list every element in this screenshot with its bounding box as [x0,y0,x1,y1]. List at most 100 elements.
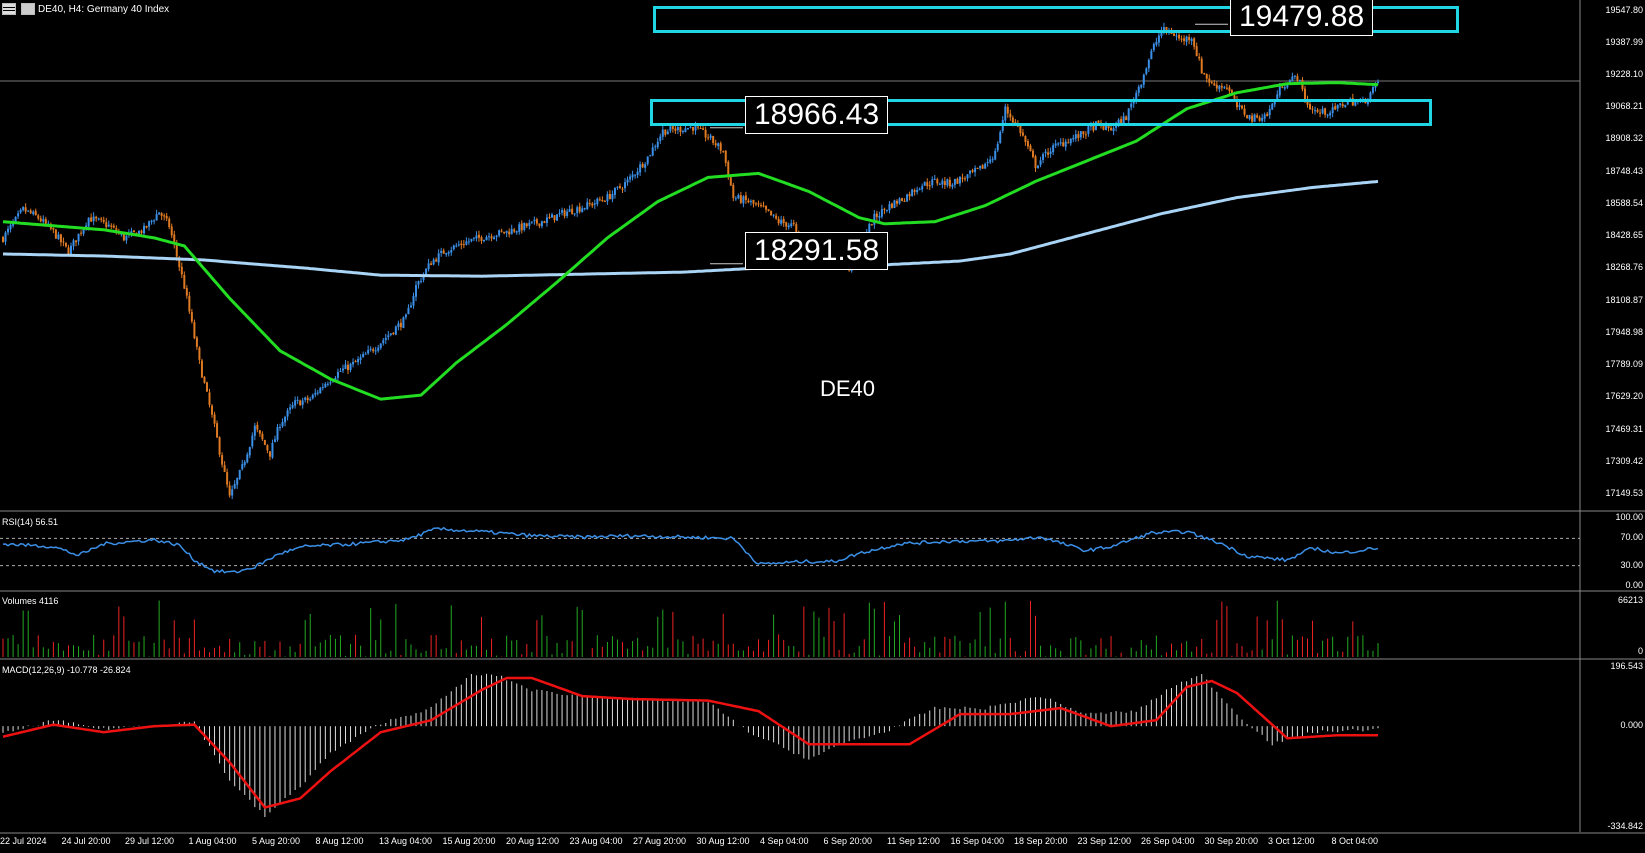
candle [158,212,161,215]
candle [795,224,798,232]
candle [659,136,662,141]
price-axis-tick: 19547.80 [1605,4,1643,15]
candle [966,174,969,179]
candle [1152,44,1155,51]
candle [1052,145,1055,153]
candle [495,235,498,237]
candle [1329,112,1332,116]
macd-panel-title: MACD(12,26,9) -10.778 -26.824 [2,665,131,675]
candle [389,333,392,336]
volume-axis-tick: 66213 [1617,595,1643,605]
price-axis-tick: 18748.43 [1605,165,1643,176]
candle [1271,103,1274,110]
candle [875,213,878,218]
candle [1064,141,1067,147]
candle [455,245,458,247]
candle [533,219,536,222]
candle [14,216,17,222]
candle [757,203,760,205]
macd-axis-tick: 196.543 [1610,661,1643,671]
candle [545,217,548,223]
candle [1137,86,1140,93]
candle [1281,86,1284,88]
candle [734,198,737,200]
price-label-low[interactable]: 18291.58 [745,232,889,270]
price-axis-tick: 17629.20 [1605,391,1643,402]
candle [309,398,312,401]
candle [273,439,276,443]
candle [644,164,647,168]
candle [319,387,322,394]
candle [1268,108,1271,116]
candle [775,215,778,219]
candle [1097,120,1100,123]
candle [281,421,284,427]
chart-menu-icon[interactable] [2,3,16,15]
candle [226,472,229,485]
symbol-title: DE40, H4: Germany 40 Index [38,3,170,15]
candle [392,332,395,335]
candle [563,210,566,217]
candle [266,445,269,451]
candle [1173,33,1176,36]
candle [150,220,153,223]
candle [1306,99,1309,105]
candle [402,317,405,328]
price-axis-tick: 19228.10 [1605,68,1643,79]
candle [100,218,103,220]
candle [918,188,921,190]
candle [253,425,256,436]
candle [548,217,551,219]
candle [178,257,181,268]
candle [334,377,337,381]
candle [1336,104,1339,109]
candle [1316,109,1319,112]
candle [1311,108,1314,110]
candle [420,280,423,282]
candle [168,218,171,227]
candle [1079,131,1082,138]
candle [596,198,599,205]
candle [1011,117,1014,123]
candle [316,392,319,394]
candle [1210,81,1213,83]
candle [520,223,523,231]
candle [943,181,946,186]
candle [231,489,234,496]
candle [321,387,324,389]
time-axis-tick: 23 Aug 04:00 [569,836,623,846]
candle [792,222,795,224]
candle [739,195,742,203]
candle [661,129,664,137]
candle [261,433,264,440]
candle [357,358,360,363]
support-zone-box[interactable] [650,99,1432,126]
candle [2,237,4,242]
candle [948,179,951,187]
candle [195,337,198,347]
candle [284,416,287,423]
ma-slow-line [3,179,1379,278]
candle [163,215,166,217]
candle [515,231,518,233]
candle [908,193,911,197]
time-axis-tick: 18 Sep 20:00 [1014,836,1068,846]
candle [1031,150,1034,158]
candle [324,383,327,388]
candle [326,383,329,385]
price-label-top[interactable]: 19479.88 [1230,0,1374,36]
candle [1238,104,1241,107]
candle [470,238,473,242]
time-axis-tick: 6 Sep 20:00 [823,836,873,846]
price-label-mid[interactable]: 18966.43 [745,96,889,134]
candle [9,224,12,230]
candle [618,186,621,188]
candle [165,215,168,219]
chart-type-icon[interactable] [21,3,35,15]
candle [689,126,692,128]
candle [613,187,616,195]
resistance-zone-box[interactable] [653,6,1459,33]
candle [430,263,433,266]
candle [1324,108,1327,115]
